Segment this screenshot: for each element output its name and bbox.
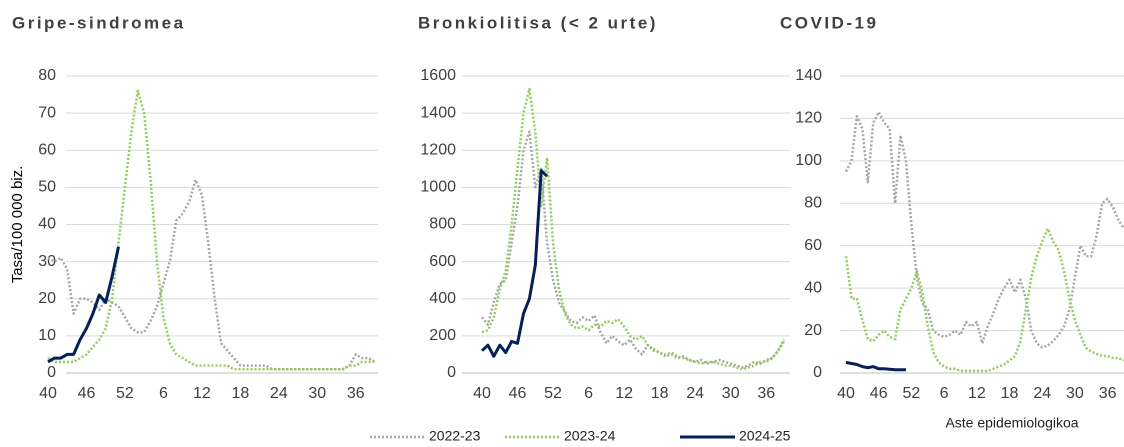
y-tick-label: 20	[38, 290, 56, 307]
x-axis-label: Aste epidemiologikoa	[945, 415, 1078, 431]
x-tick-label: 30	[1066, 385, 1084, 402]
y-tick-label: 140	[795, 67, 822, 84]
y-tick-label: 600	[429, 253, 456, 270]
y-tick-label: 1400	[420, 104, 456, 121]
legend-label: 2022-23	[429, 428, 481, 444]
x-tick-label: 24	[686, 385, 704, 402]
x-tick-label: 36	[1099, 385, 1117, 402]
x-tick-label: 6	[584, 385, 593, 402]
y-tick-label: 70	[38, 104, 56, 121]
y-axis-label: Tasa/100 000 biz.	[9, 166, 26, 284]
y-tick-label: 120	[795, 110, 822, 127]
series-line	[480, 169, 549, 358]
x-tick-label: 36	[347, 385, 365, 402]
x-tick-label: 12	[968, 385, 986, 402]
x-tick-label: 18	[651, 385, 669, 402]
y-tick-label: 400	[429, 290, 456, 307]
series-line	[481, 130, 786, 369]
y-tick-label: 0	[813, 364, 822, 381]
y-tick-label: 0	[447, 364, 456, 381]
x-tick-label: 12	[193, 385, 211, 402]
y-tick-label: 30	[38, 253, 56, 270]
chart-title: COVID-19	[780, 13, 878, 32]
series-line	[47, 246, 120, 364]
chart-title: Bronkiolitisa (< 2 urte)	[418, 13, 658, 32]
x-tick-label: 40	[473, 385, 491, 402]
x-tick-label: 52	[903, 385, 921, 402]
x-tick-label: 30	[722, 385, 740, 402]
x-tick-label: 52	[544, 385, 562, 402]
x-tick-label: 24	[1033, 385, 1051, 402]
y-tick-label: 800	[429, 216, 456, 233]
series-line	[844, 110, 1124, 349]
y-tick-label: 200	[429, 327, 456, 344]
legend-label: 2023-24	[564, 428, 616, 444]
x-tick-label: 46	[509, 385, 527, 402]
y-tick-label: 0	[47, 364, 56, 381]
series-line	[47, 89, 375, 371]
y-tick-label: 10	[38, 327, 56, 344]
x-tick-label: 46	[78, 385, 96, 402]
y-tick-label: 1200	[420, 141, 456, 158]
y-tick-label: 80	[38, 67, 56, 84]
x-tick-label: 40	[837, 385, 855, 402]
x-tick-label: 30	[308, 385, 326, 402]
x-tick-label: 40	[39, 385, 57, 402]
x-tick-label: 52	[116, 385, 134, 402]
series-line	[481, 87, 786, 371]
y-tick-label: 100	[795, 152, 822, 169]
series-line	[47, 178, 376, 371]
x-tick-label: 46	[870, 385, 888, 402]
x-tick-label: 18	[231, 385, 249, 402]
y-tick-label: 50	[38, 179, 56, 196]
x-tick-label: 18	[1001, 385, 1019, 402]
y-tick-label: 40	[804, 279, 822, 296]
x-tick-label: 6	[159, 385, 168, 402]
x-tick-label: 24	[270, 385, 288, 402]
y-tick-label: 80	[804, 195, 822, 212]
y-tick-label: 1000	[420, 179, 456, 196]
y-tick-label: 60	[38, 141, 56, 158]
series-line	[845, 360, 906, 372]
y-tick-label: 60	[804, 237, 822, 254]
chart-title: Gripe-sindromea	[12, 13, 186, 32]
x-tick-label: 6	[940, 385, 949, 402]
series-line	[844, 227, 1124, 373]
y-tick-label: 40	[38, 216, 56, 233]
legend-label: 2024-25	[739, 428, 791, 444]
x-tick-label: 12	[615, 385, 633, 402]
y-tick-label: 20	[804, 322, 822, 339]
x-tick-label: 36	[757, 385, 775, 402]
y-tick-label: 1600	[420, 67, 456, 84]
